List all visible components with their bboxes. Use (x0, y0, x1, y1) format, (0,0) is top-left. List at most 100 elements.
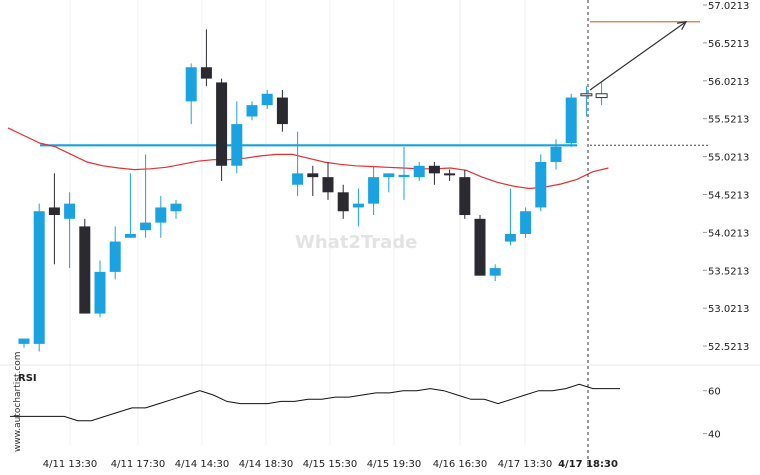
candle-body-27 (428, 165, 440, 174)
candle-9 (155, 196, 167, 238)
side-label: www.autochartist.com (13, 351, 23, 452)
candle-body-36 (565, 97, 577, 144)
candle-4 (79, 218, 91, 314)
candle-body-14 (231, 124, 243, 166)
x-tick-label-2: 4/14 14:30 (175, 459, 229, 470)
candle-2 (48, 173, 60, 265)
rsi-panel: RSI 60 40 (0, 364, 760, 441)
candle-body-37 (580, 93, 593, 97)
candle-18 (292, 131, 304, 197)
candle-32 (504, 188, 516, 246)
candle-body-25 (398, 174, 410, 178)
candle-body-17 (276, 97, 288, 125)
candle-body-5 (94, 271, 106, 314)
candle-26 (413, 161, 425, 181)
candle-body-12 (200, 67, 212, 79)
candle-10 (170, 199, 182, 219)
y-tick-label-8: 53.0213 (708, 304, 749, 315)
y-tick-label-5: 54.5213 (708, 190, 749, 201)
candle-15 (246, 101, 258, 121)
x-tick-label-6: 4/16 16:30 (433, 459, 487, 470)
projection-arrow-head (677, 20, 688, 30)
candle-5 (94, 260, 106, 318)
candle-7 (124, 173, 136, 238)
candle-28 (444, 169, 456, 181)
price-axis: 57.0213 56.5213 56.0213 55.5213 55.0213 54.52… (703, 1, 749, 353)
candle-body-0 (18, 338, 30, 344)
y-tick-label-7: 53.5213 (708, 266, 749, 277)
candle-6 (109, 226, 121, 280)
candle-3 (64, 192, 76, 269)
candle-16 (261, 89, 273, 109)
candle-body-22 (352, 203, 364, 208)
candle-30 (474, 215, 486, 276)
candle-body-11 (185, 67, 197, 102)
candle-36 (565, 93, 577, 147)
candle-body-20 (322, 177, 334, 193)
y-tick-label-6: 54.0213 (708, 228, 749, 239)
x-tick-label-5: 4/15 19:30 (367, 459, 421, 470)
y-tick-label-2: 56.0213 (708, 77, 749, 88)
candle-body-7 (124, 233, 136, 238)
candle-body-3 (64, 203, 76, 219)
candle-20 (322, 161, 334, 200)
candle-body-4 (79, 226, 91, 314)
x-tick-label-1: 4/11 17:30 (111, 459, 165, 470)
candle-1 (33, 203, 45, 352)
candle-body-29 (459, 177, 471, 216)
candle-body-10 (170, 203, 182, 212)
candle-body-38 (595, 93, 608, 99)
candle-body-34 (535, 161, 547, 208)
candle-body-21 (337, 192, 349, 212)
candle-29 (459, 169, 471, 219)
watermark: What2Trade (295, 232, 417, 253)
candle-13 (216, 78, 228, 181)
candle-35 (550, 139, 562, 170)
x-tick-label-3: 4/14 18:30 (239, 459, 293, 470)
candle-34 (535, 154, 547, 212)
time-axis: 4/11 13:30 4/11 17:30 4/14 14:30 4/14 18:30… (43, 459, 618, 470)
candle-22 (352, 188, 364, 227)
y-tick-label-9: 52.5213 (708, 342, 749, 353)
candle-8 (140, 154, 152, 238)
x-tick-label-8: 4/17 18:30 (558, 459, 618, 470)
candle-body-33 (520, 211, 532, 234)
rsi-label: RSI (18, 373, 37, 384)
y-tick-label-3: 55.5213 (708, 115, 749, 126)
candle-body-18 (292, 173, 304, 185)
candle-body-16 (261, 93, 273, 106)
x-tick-label-0: 4/11 13:30 (43, 459, 97, 470)
candle-38 (595, 82, 608, 106)
candle-body-28 (444, 173, 456, 176)
y-tick-label-4: 55.0213 (708, 153, 749, 164)
y-tick-label-1: 56.5213 (708, 39, 749, 50)
projection-arrow-line (589, 21, 687, 91)
candle-body-32 (504, 233, 516, 242)
candle-body-6 (109, 241, 121, 272)
candle-body-19 (307, 173, 319, 178)
candle-33 (520, 207, 532, 238)
candle-body-26 (413, 165, 425, 178)
candle-body-13 (216, 82, 228, 166)
price-plot-area (7, 0, 708, 465)
candle-23 (368, 165, 380, 216)
candle-body-9 (155, 207, 167, 223)
candle-0 (18, 338, 30, 348)
candle-body-30 (474, 218, 486, 276)
candle-body-8 (140, 222, 152, 231)
y-tick-label-0: 57.0213 (708, 1, 749, 12)
candle-31 (489, 264, 501, 281)
candle-body-24 (383, 173, 395, 178)
candle-body-2 (48, 207, 60, 216)
rsi-line (10, 383, 620, 422)
candle-14 (231, 101, 243, 174)
rsi-tick-label-0: 60 (708, 387, 721, 398)
candle-27 (428, 161, 440, 185)
candle-17 (276, 89, 288, 132)
candle-body-15 (246, 105, 258, 117)
x-tick-label-7: 4/17 13:30 (498, 459, 552, 470)
candle-19 (307, 165, 319, 197)
x-tick-label-4: 4/15 15:30 (303, 459, 357, 470)
candle-body-31 (489, 268, 501, 276)
